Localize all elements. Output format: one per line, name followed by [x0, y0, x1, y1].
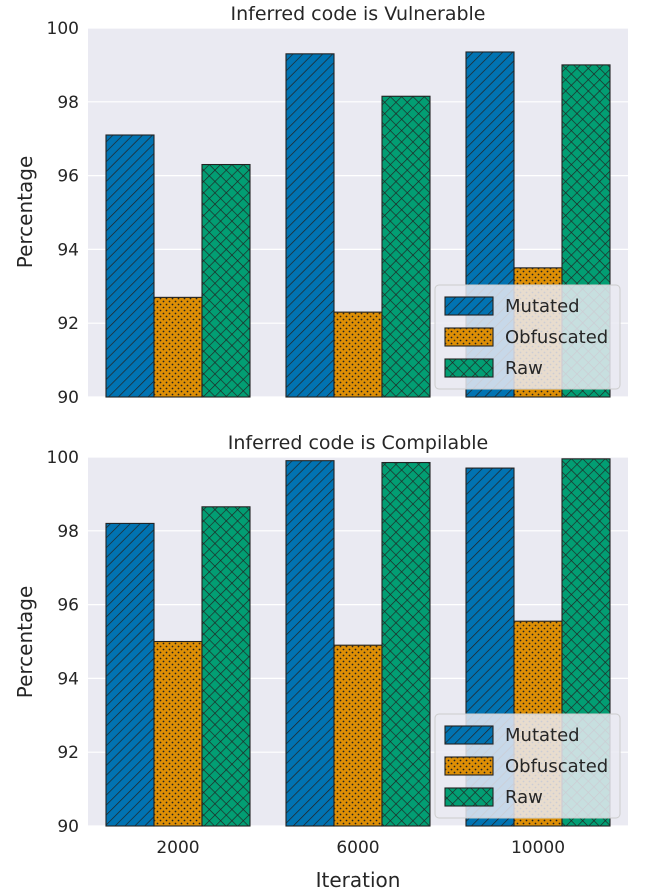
legend-label-raw: Raw — [505, 358, 543, 379]
y-tick-label: 94 — [57, 669, 79, 689]
legend-swatch-raw — [444, 358, 494, 378]
y-tick-label: 96 — [57, 167, 79, 187]
legend: Mutated Obfuscated Raw — [434, 284, 621, 390]
y-tick-label: 98 — [57, 93, 79, 113]
y-tick-label: 100 — [47, 19, 79, 39]
chart-compilable: Inferred code is Compilable Percentage I… — [13, 432, 628, 892]
bar-raw-2000 — [201, 506, 251, 827]
bar-obfuscated-6000 — [333, 644, 383, 827]
x-tick-label: 10000 — [511, 838, 565, 858]
y-tick-label: 98 — [57, 522, 79, 542]
legend-swatch-obfuscated — [444, 327, 494, 347]
y-tick-label: 96 — [57, 596, 79, 616]
legend-label-obfuscated: Obfuscated — [505, 327, 608, 348]
y-tick-label: 90 — [57, 388, 79, 408]
chart-title: Inferred code is Compilable — [228, 432, 488, 454]
y-tick-label: 90 — [57, 817, 79, 837]
legend-label-mutated: Mutated — [505, 296, 580, 317]
x-tick-label: 2000 — [156, 838, 199, 858]
bar-mutated-6000 — [285, 460, 335, 827]
legend-label-raw: Raw — [505, 787, 543, 808]
y-tick-label: 100 — [47, 448, 79, 468]
chart-vulnerable: Inferred code is Vulnerable Percentage 9… — [13, 3, 628, 408]
legend-swatch-mutated — [444, 725, 494, 745]
bar-obfuscated-2000 — [153, 640, 203, 827]
bar-raw-6000 — [381, 95, 431, 398]
legend-swatch-raw — [444, 787, 494, 807]
y-tick-label: 92 — [57, 314, 79, 334]
chart-title: Inferred code is Vulnerable — [230, 3, 485, 25]
bar-raw-6000 — [381, 461, 431, 827]
legend-label-obfuscated: Obfuscated — [505, 756, 608, 777]
x-axis-label: Iteration — [316, 868, 401, 892]
bar-obfuscated-6000 — [333, 311, 383, 398]
legend-swatch-obfuscated — [444, 756, 494, 776]
bar-mutated-2000 — [105, 522, 155, 827]
bar-mutated-6000 — [285, 53, 335, 398]
y-tick-label: 92 — [57, 743, 79, 763]
bar-mutated-2000 — [105, 134, 155, 398]
x-tick-label: 6000 — [336, 838, 379, 858]
y-axis-label: Percentage — [13, 586, 37, 699]
bar-raw-2000 — [201, 163, 251, 398]
bar-obfuscated-2000 — [153, 296, 203, 398]
y-axis-label: Percentage — [13, 156, 37, 269]
legend-label-mutated: Mutated — [505, 725, 580, 746]
legend: Mutated Obfuscated Raw — [434, 713, 621, 819]
legend-swatch-mutated — [444, 296, 494, 316]
plot-area: 90 92 94 96 98 100 — [47, 19, 628, 408]
y-tick-label: 94 — [57, 240, 79, 260]
